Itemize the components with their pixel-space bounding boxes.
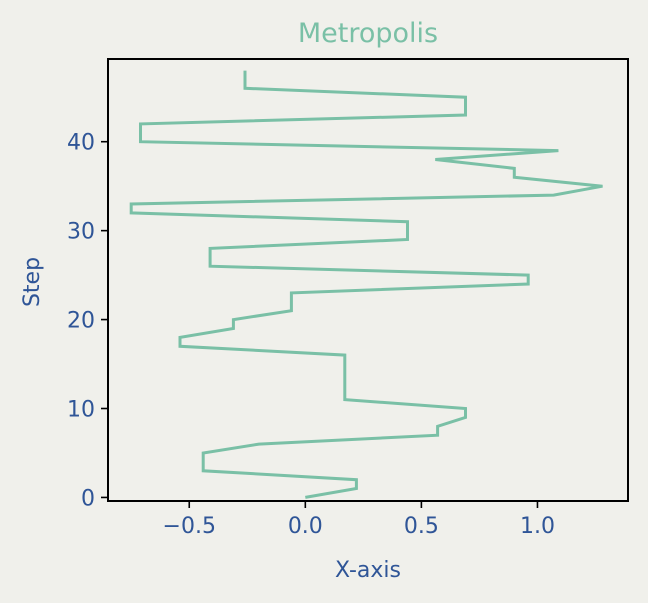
x-tick-label: 0.0 (288, 514, 323, 539)
chart-title: Metropolis (298, 18, 438, 49)
y-axis: 0 10 20 30 40 (67, 131, 108, 511)
y-tick-label: 20 (67, 309, 95, 334)
y-tick-label: 10 (67, 398, 95, 423)
x-tick-label: 1.0 (520, 514, 555, 539)
y-tick-label: 40 (67, 131, 95, 156)
y-tick-label: 30 (67, 220, 95, 245)
y-axis-label: Step (20, 257, 45, 307)
x-tick-label: −0.5 (163, 514, 216, 539)
x-tick-label: 0.5 (404, 514, 439, 539)
plot-frame (107, 58, 629, 502)
chart-marks (129, 70, 603, 499)
x-axis-label: X-axis (335, 558, 401, 583)
series-line-0 (129, 70, 603, 499)
x-axis: −0.5 0.0 0.5 1.0 (163, 501, 555, 539)
y-tick-label: 0 (81, 486, 95, 511)
plot-area (108, 59, 628, 501)
